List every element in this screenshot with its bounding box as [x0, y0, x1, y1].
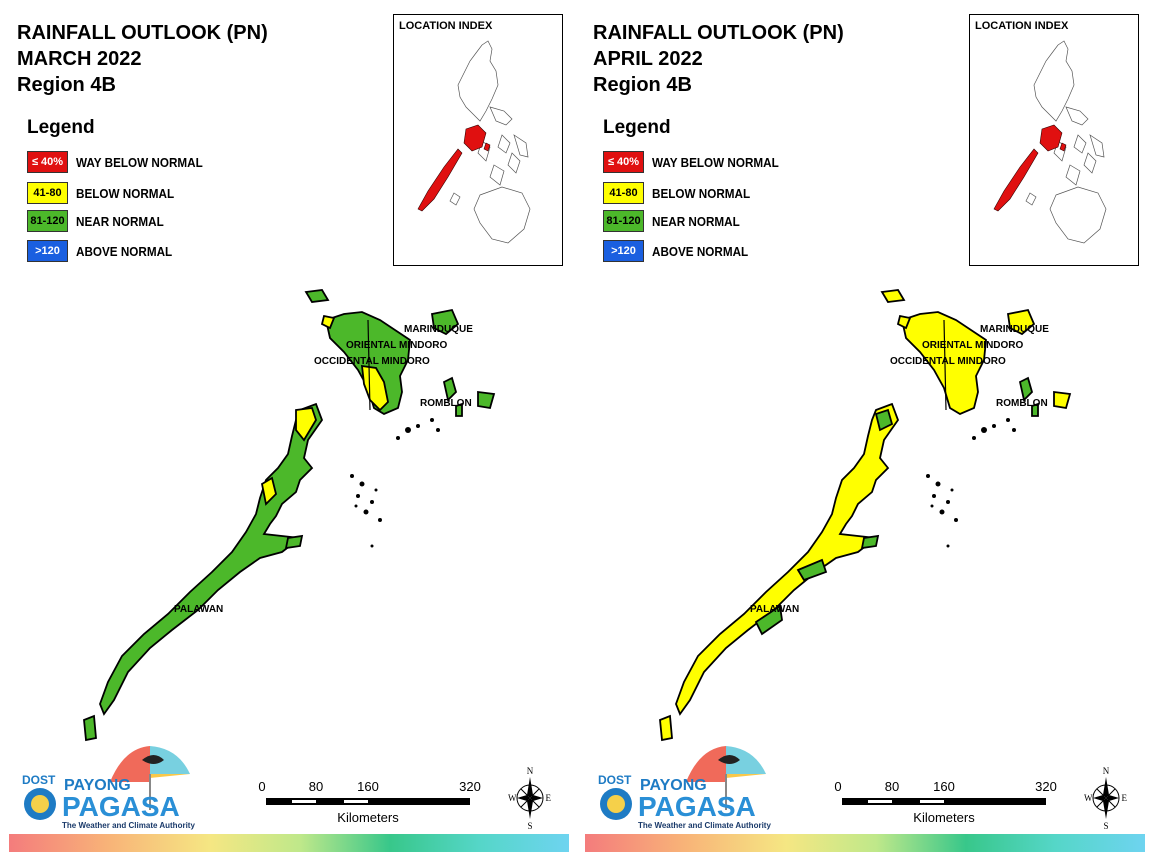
legend-label: ABOVE NORMAL [76, 243, 173, 259]
logo-dost: DOST [598, 773, 632, 787]
map-title: RAINFALL OUTLOOK (PN) MARCH 2022 Region … [17, 20, 268, 98]
footer-gradient-bar [585, 834, 1145, 852]
logo-payong: PAYONG [640, 777, 707, 794]
location-index-inset: LOCATION INDEX [393, 14, 563, 266]
scale-unit: Kilometers [913, 810, 975, 825]
scale-tick-80: 80 [309, 779, 323, 794]
palawan-region [675, 402, 900, 716]
legend-item-below: 41-80 BELOW NORMAL [603, 181, 761, 205]
legend-item-above: >120 ABOVE NORMAL [27, 239, 183, 263]
legend-item-above: >120 ABOVE NORMAL [603, 239, 759, 263]
legend-swatch: ≤ 40% [27, 151, 68, 173]
location-index-inset: LOCATION INDEX [969, 14, 1139, 266]
title-line-1: RAINFALL OUTLOOK (PN) [17, 22, 268, 44]
title-line-3: Region 4B [593, 74, 692, 96]
scale-tick-0: 0 [258, 779, 265, 794]
legend-swatch: 81-120 [603, 210, 644, 232]
legend-swatch: 81-120 [27, 210, 68, 232]
legend-swatch: >120 [603, 240, 644, 262]
payong-pagasa-logo: DOST PAYONG PAGASA The Weather and Clima… [598, 746, 771, 830]
footer-gradient-bar [9, 834, 569, 852]
label-romblon: ROMBLON [420, 398, 472, 409]
scale-unit: Kilometers [337, 810, 399, 825]
inset-title: LOCATION INDEX [975, 20, 1069, 32]
compass-n: N [1103, 766, 1110, 776]
label-occidental-mindoro: OCCIDENTAL MINDORO [314, 356, 430, 367]
logo-payong: PAYONG [64, 777, 131, 794]
north-arrow-compass: N S E W [1084, 766, 1128, 831]
outlook-panel-march: RAINFALL OUTLOOK (PN) MARCH 2022 Region … [9, 14, 569, 852]
legend-swatch: ≤ 40% [603, 151, 644, 173]
compass-w: W [1084, 793, 1093, 803]
legend-title: Legend [27, 117, 95, 138]
label-marinduque: MARINDUQUE [404, 324, 473, 335]
legend-label: WAY BELOW NORMAL [652, 154, 779, 170]
title-line-1: RAINFALL OUTLOOK (PN) [593, 22, 844, 44]
label-occidental-mindoro: OCCIDENTAL MINDORO [890, 356, 1006, 367]
title-line-2: APRIL 2022 [593, 48, 703, 70]
payong-pagasa-logo: DOST PAYONG PAGASA The Weather and Clima… [22, 746, 195, 830]
logo-tagline: The Weather and Climate Authority [638, 821, 771, 830]
outlook-panel-april: RAINFALL OUTLOOK (PN) APRIL 2022 Region … [576, 0, 1152, 864]
scale-tick-160: 160 [933, 779, 955, 794]
logo-dost: DOST [22, 773, 56, 787]
inset-title: LOCATION INDEX [399, 20, 493, 32]
philippines-outline-map [417, 40, 531, 244]
romblon-region [442, 376, 496, 417]
label-marinduque: MARINDUQUE [980, 324, 1049, 335]
scale-tick-0: 0 [834, 779, 841, 794]
compass-n: N [527, 766, 534, 776]
legend-item-below: 41-80 BELOW NORMAL [27, 181, 185, 205]
map-title: RAINFALL OUTLOOK (PN) APRIL 2022 Region … [593, 20, 844, 98]
logo-tagline: The Weather and Climate Authority [62, 821, 195, 830]
title-line-3: Region 4B [17, 74, 116, 96]
label-oriental-mindoro: ORIENTAL MINDORO [346, 340, 448, 351]
palawan-region [99, 402, 324, 716]
scale-tick-320: 320 [1035, 779, 1057, 794]
mindoro-region [900, 311, 987, 416]
marinduque-region [1006, 308, 1036, 336]
marinduque-region [430, 308, 460, 336]
logo-pagasa: PAGASA [62, 791, 180, 822]
label-palawan: PALAWAN [750, 604, 799, 615]
scale-tick-160: 160 [357, 779, 379, 794]
legend-item-way-below: ≤ 40% WAY BELOW NORMAL [27, 150, 217, 174]
legend-label: NEAR NORMAL [76, 213, 164, 229]
compass-e: E [546, 793, 552, 803]
philippines-outline-map [993, 40, 1107, 244]
legend-label: ABOVE NORMAL [652, 243, 749, 259]
scale-tick-80: 80 [885, 779, 899, 794]
scale-bar: 0 80 160 320 Kilometers [834, 779, 1057, 825]
legend-title: Legend [603, 117, 671, 138]
legend-swatch: 41-80 [603, 182, 644, 204]
logo-pagasa: PAGASA [638, 791, 756, 822]
scale-tick-320: 320 [459, 779, 481, 794]
compass-s: S [1103, 821, 1108, 831]
mindoro-region [324, 311, 411, 416]
label-oriental-mindoro: ORIENTAL MINDORO [922, 340, 1024, 351]
legend-label: WAY BELOW NORMAL [76, 154, 203, 170]
legend-label: NEAR NORMAL [652, 213, 740, 229]
label-palawan: PALAWAN [174, 604, 223, 615]
compass-s: S [527, 821, 532, 831]
rainfall-outlook-map: MARINDUQUE ORIENTAL MINDORO OCCIDENTAL M… [659, 289, 1072, 742]
compass-e: E [1122, 793, 1128, 803]
north-arrow-compass: N S E W [508, 766, 552, 831]
legend-label: BELOW NORMAL [652, 185, 751, 201]
legend-swatch: 41-80 [27, 182, 68, 204]
label-romblon: ROMBLON [996, 398, 1048, 409]
legend-swatch: >120 [27, 240, 68, 262]
rainfall-outlook-map: MARINDUQUE ORIENTAL MINDORO OCCIDENTAL M… [83, 289, 496, 742]
legend-item-near: 81-120 NEAR NORMAL [603, 209, 750, 233]
compass-w: W [508, 793, 517, 803]
romblon-region [1018, 376, 1039, 417]
title-line-2: MARCH 2022 [17, 48, 142, 70]
legend-label: BELOW NORMAL [76, 185, 175, 201]
scale-bar: 0 80 160 320 Kilometers [258, 779, 481, 825]
legend-item-way-below: ≤ 40% WAY BELOW NORMAL [603, 150, 793, 174]
legend-item-near: 81-120 NEAR NORMAL [27, 209, 174, 233]
